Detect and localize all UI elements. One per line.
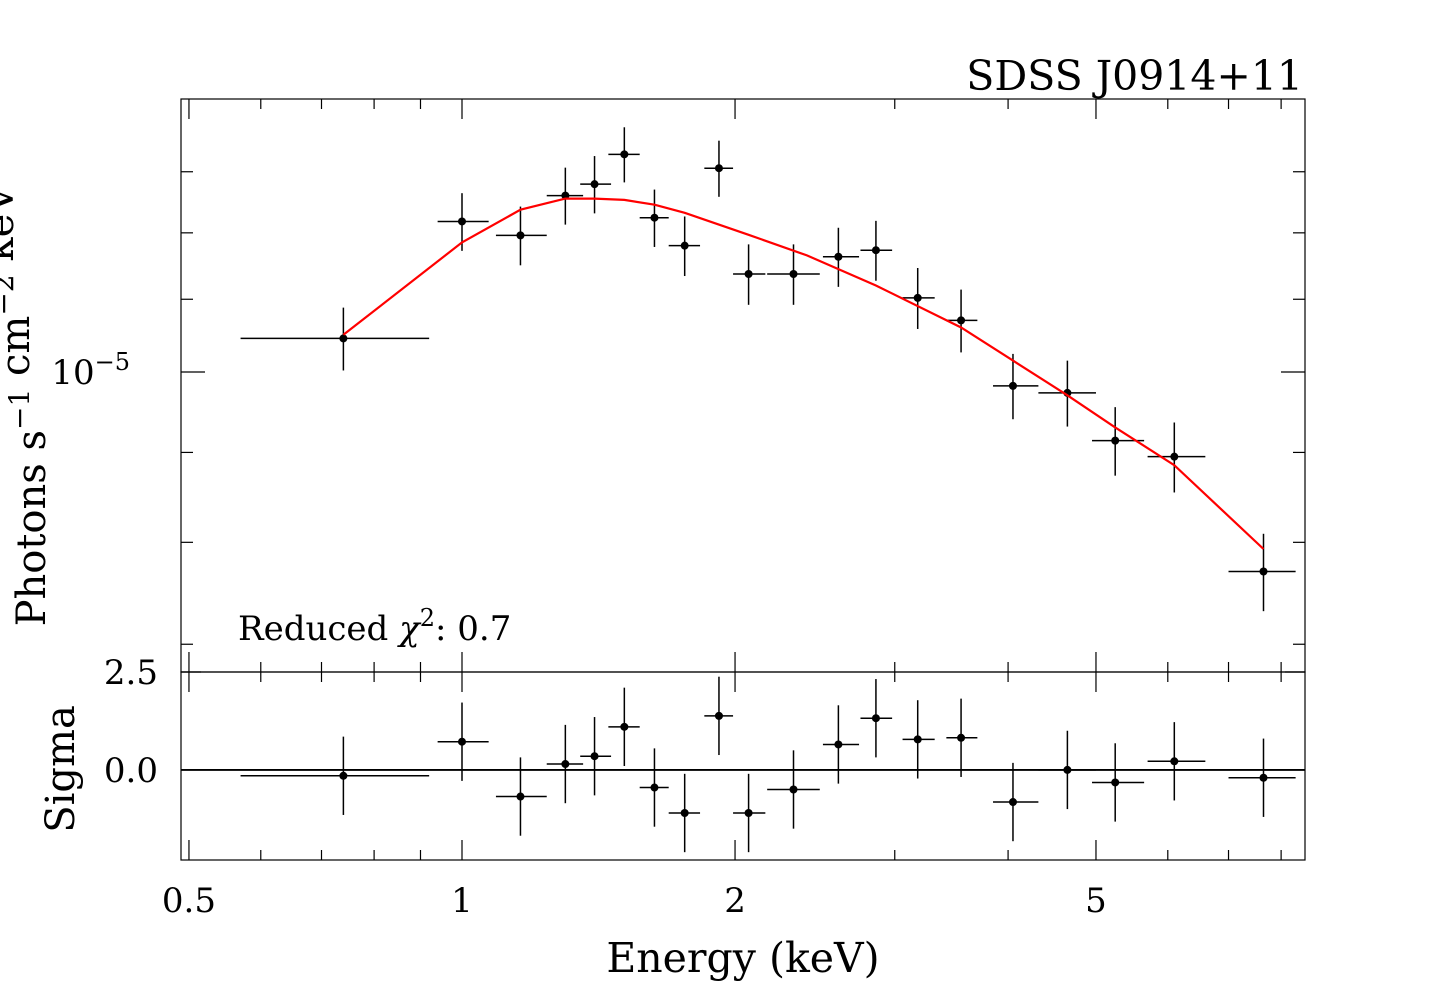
data-point <box>620 150 629 159</box>
residual-point <box>834 740 843 749</box>
residual-point <box>1008 798 1017 807</box>
residual-point <box>714 711 723 720</box>
residual-point <box>620 722 629 731</box>
data-point <box>834 252 843 261</box>
spectrum-marks <box>240 127 1296 612</box>
y-tick-label: 0.0 <box>104 751 158 791</box>
data-point <box>957 316 966 325</box>
x-tick-label: 2 <box>724 881 746 921</box>
data-point <box>590 180 599 189</box>
y-tick-label: 2.5 <box>104 653 158 693</box>
data-point <box>457 217 466 226</box>
model-curve <box>342 197 1265 550</box>
data-point <box>789 270 798 279</box>
residual-panel: 0.5 1 2 5 0.0 2.5 <box>104 653 1306 921</box>
residual-point <box>457 737 466 746</box>
data-point <box>1111 436 1120 445</box>
y-axis-label-spectrum: Photons s−1 cm−2 keV−1 <box>0 144 55 627</box>
data-point <box>650 213 659 222</box>
data-point <box>516 231 525 240</box>
residual-point <box>957 733 966 742</box>
residual-ticks: 0.5 1 2 5 0.0 2.5 <box>104 653 1305 921</box>
data-point <box>714 164 723 173</box>
x-axis-label: Energy (keV) <box>606 934 879 982</box>
x-tick-label: 5 <box>1085 881 1107 921</box>
reduced-chi2-annotation: Reduced χ2: 0.7 <box>238 604 511 649</box>
spectrum-panel: 10−5 <box>51 98 1306 673</box>
residual-point <box>789 785 798 794</box>
residual-point <box>650 783 659 792</box>
data-point <box>1170 452 1179 461</box>
data-point <box>339 334 348 343</box>
data-point <box>913 293 922 302</box>
residual-point <box>516 792 525 801</box>
spectrum-frame <box>180 98 1306 673</box>
data-point <box>871 246 880 255</box>
residual-frame <box>180 671 1306 861</box>
x-tick-label: 0.5 <box>162 881 216 921</box>
residual-point <box>1111 778 1120 787</box>
residual-point <box>1063 765 1072 774</box>
chart-title: SDSS J0914+11 <box>966 52 1303 100</box>
residual-marks <box>181 676 1305 853</box>
x-tick-label: 1 <box>451 881 473 921</box>
residual-point <box>1259 773 1268 782</box>
residual-point <box>744 809 753 817</box>
residual-point <box>871 714 880 723</box>
y-tick-label: 10−5 <box>51 348 130 393</box>
y-axis-label-residual: Sigma <box>38 705 84 833</box>
data-point <box>1008 381 1017 390</box>
data-point <box>680 241 689 250</box>
residual-point <box>913 735 922 744</box>
residual-point <box>339 771 348 780</box>
residual-point <box>590 752 599 761</box>
data-point <box>1259 567 1268 576</box>
residual-point <box>680 809 689 817</box>
data-point <box>744 270 753 279</box>
spectrum-ticks: 10−5 <box>51 99 1305 672</box>
residual-point <box>561 760 570 769</box>
residual-point <box>1170 757 1179 766</box>
